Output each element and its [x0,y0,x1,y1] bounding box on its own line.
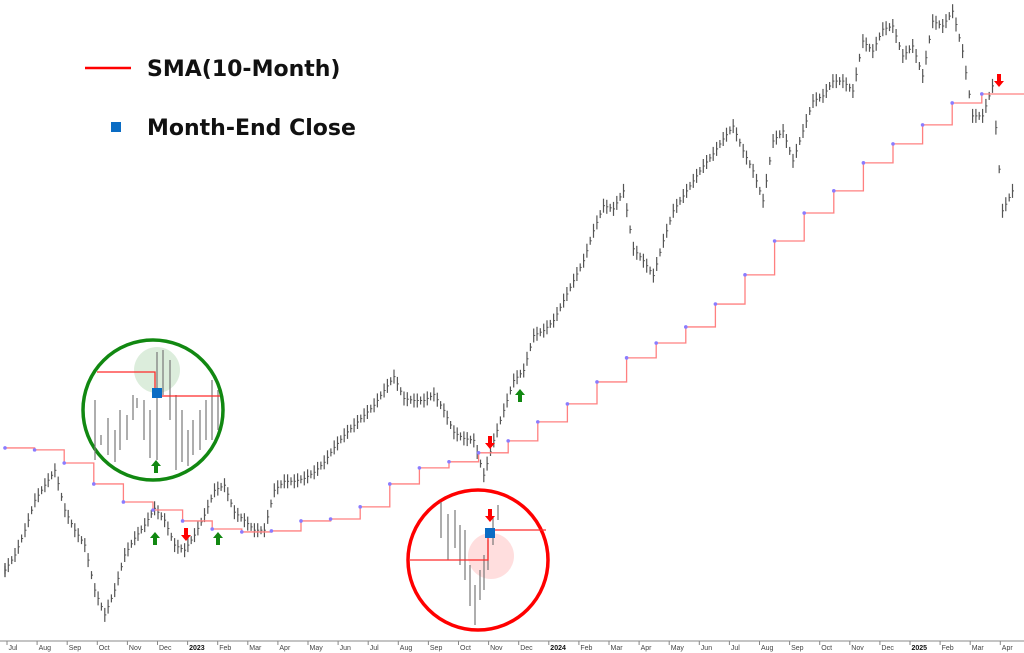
x-tick-label: Mar [249,645,262,652]
sma-point [151,508,155,512]
sma-point [358,505,363,509]
x-tick-label: Jul [731,645,740,652]
sell-callout-highlight [468,533,514,579]
x-tick-label: Feb [580,645,592,652]
sma-point [210,527,214,531]
sma-point [950,101,954,105]
sma-line [3,92,1024,534]
x-tick-label: Apr [641,645,653,652]
buy-arrow-icon [515,389,525,402]
callout-sma-line [97,371,220,397]
sma-point [299,519,303,523]
sma-point [743,273,747,277]
sma-point [447,460,451,464]
x-tick-label: Oct [99,645,110,652]
sma-point [269,529,274,533]
x-tick-label: Dec [520,645,533,652]
legend-close-swatch [111,122,121,132]
x-tick-label: Sep [791,645,804,652]
x-tick-label: Feb [219,645,231,652]
x-tick-label: Aug [761,645,774,652]
sma-point [595,380,599,384]
x-tick-label: May [671,645,685,652]
month-end-close-marker [152,388,162,398]
sma-point [802,211,806,215]
price-bars [4,4,1014,622]
sma-point [980,92,984,96]
legend-sma-label: SMA(10-Month) [147,57,340,82]
x-tick-label: Jul [370,645,379,652]
x-tick-label: Mar [611,645,624,652]
x-tick-label: Dec [881,645,894,652]
buy-arrow-icon [151,460,161,473]
x-tick-label: Sep [430,645,443,652]
x-tick-label: Nov [851,645,864,652]
x-tick-label: Dec [159,645,172,652]
sma-point [32,448,37,452]
sell-callout [406,488,550,632]
sma-point [3,446,7,450]
sma-point [536,420,540,424]
x-tick-label: Apr [1002,645,1014,652]
buy-callout [81,338,225,482]
sma-point [920,123,925,127]
legend-close-label: Month-End Close [147,116,356,141]
sma-point [121,500,126,504]
x-tick-label: Feb [942,645,954,652]
sma-point [62,461,66,465]
buy-arrow-icon [213,532,223,545]
sma-point [328,517,333,521]
sell-arrow-icon [485,509,495,522]
x-tick-label: May [310,645,324,652]
sma-point [861,161,866,165]
x-tick-label: Aug [400,645,413,652]
x-tick-label: Mar [972,645,985,652]
buy-arrow-icon [150,532,160,545]
callouts [81,338,550,632]
x-axis: Jul Aug Sep Oct Nov Dec 2023 Feb Mar Apr May Jun Jul… [0,640,1024,652]
sma-point [506,439,511,443]
sma-point [240,530,244,534]
x-tick-label: Oct [821,645,832,652]
x-tick-label: Sep [69,645,82,652]
sma-point [832,189,836,193]
sma-point [654,341,658,345]
sma-point [388,482,392,486]
sma-point [417,466,422,470]
sma-point [92,482,96,486]
x-tick-label: 2023 [189,645,205,652]
signal-arrows [150,74,1004,545]
x-tick-label: Nov [129,645,142,652]
sma-point [624,356,629,360]
sell-arrow-icon [181,528,191,541]
legend: SMA(10-Month) Month-End Close [85,57,356,141]
x-tick-label: Nov [490,645,503,652]
x-tick-label: Jun [701,645,712,652]
x-tick-label: Oct [460,645,471,652]
sma-point [476,450,481,455]
sma-point [772,239,777,243]
sell-arrow-icon [485,436,495,449]
callout-sma-line [410,529,546,561]
sma-point [565,402,570,406]
x-tick-label: Aug [39,645,52,652]
x-tick-label: Apr [279,645,291,652]
x-tick-label: 2025 [912,645,928,652]
month-end-close-marker [485,528,495,538]
sma-point [713,302,718,306]
sma-point [891,142,895,146]
sma-point [684,325,688,329]
x-tick-label: Jun [340,645,351,652]
sma-point [180,519,185,523]
sell-arrow-icon [994,74,1004,87]
x-tick-label: 2024 [550,645,566,652]
x-tick-label: Jul [9,645,18,652]
